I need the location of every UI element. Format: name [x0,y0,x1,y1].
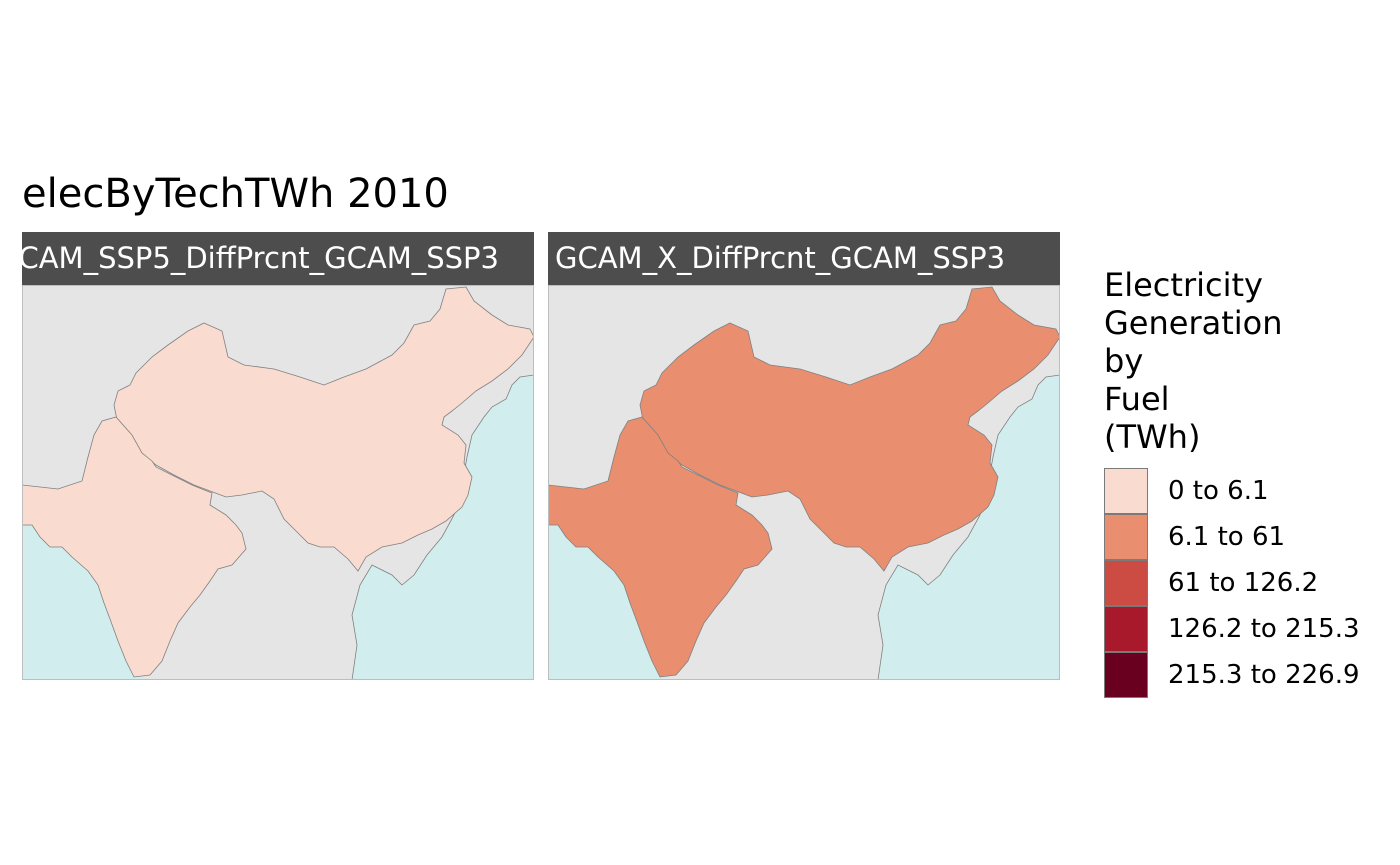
map-panel-1: GCAM_SSP5_DiffPrcnt_GCAM_SSP3 [22,232,534,680]
legend: Electricity Generation by Fuel (TWh) 0 t… [1104,266,1360,698]
legend-title-line: by [1104,342,1144,380]
legend-item: 61 to 126.2 [1104,560,1360,606]
legend-swatch [1104,468,1148,514]
legend-title-line: Fuel [1104,380,1170,418]
legend-item: 0 to 6.1 [1104,468,1360,514]
legend-label: 215.3 to 226.9 [1168,660,1360,690]
legend-title-line: (TWh) [1104,418,1201,456]
facet-label-2: GCAM_X_DiffPrcnt_GCAM_SSP3 [555,241,1006,275]
map-panel-2: GCAM_X_DiffPrcnt_GCAM_SSP3 [548,232,1060,680]
legend-item: 215.3 to 226.9 [1104,652,1360,698]
country-india [548,416,773,678]
legend-title-line: Electricity [1104,266,1263,304]
facet-strip-2: GCAM_X_DiffPrcnt_GCAM_SSP3 [548,232,1060,285]
legend-swatch [1104,560,1148,606]
legend-title-line: Generation [1104,304,1283,342]
facet-strip-1: GCAM_SSP5_DiffPrcnt_GCAM_SSP3 [22,232,534,285]
country-china [113,286,534,572]
legend-item: 126.2 to 215.3 [1104,606,1360,652]
plot-title: elecByTechTWh 2010 [22,171,449,217]
facet-label-1: GCAM_SSP5_DiffPrcnt_GCAM_SSP3 [22,241,499,275]
map-1 [22,285,534,680]
legend-item: 6.1 to 61 [1104,514,1360,560]
legend-swatch [1104,652,1148,698]
panel-frame [22,285,534,680]
country-india [22,416,247,678]
legend-swatch [1104,514,1148,560]
legend-swatch [1104,606,1148,652]
legend-label: 61 to 126.2 [1168,568,1319,598]
panel-frame [548,285,1060,680]
legend-keys: 0 to 6.1 6.1 to 61 61 to 126.2 126.2 to … [1104,468,1360,698]
legend-label: 126.2 to 215.3 [1168,614,1360,644]
map-2 [548,285,1060,680]
legend-label: 6.1 to 61 [1168,522,1286,552]
legend-label: 0 to 6.1 [1168,476,1269,506]
legend-title: Electricity Generation by Fuel (TWh) [1104,266,1360,456]
country-china [639,286,1060,572]
